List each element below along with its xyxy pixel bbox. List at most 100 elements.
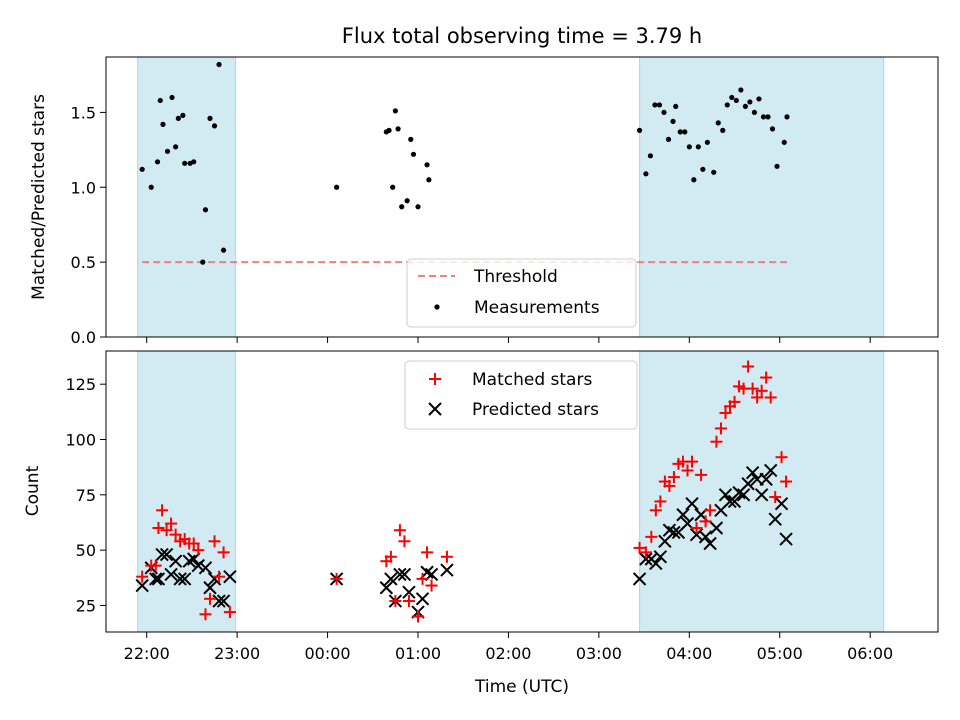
measurement-point — [715, 120, 721, 126]
measurement-point — [395, 126, 401, 132]
predicted-legend-swatch — [428, 402, 442, 416]
shaded-interval-1 — [137, 350, 237, 633]
measurement-point — [424, 162, 430, 168]
matched-point — [728, 395, 741, 408]
measurement-point — [691, 177, 697, 183]
x-tick-label: 01:00 — [395, 644, 441, 663]
measurement-point — [164, 148, 171, 154]
predicted-point — [164, 567, 178, 582]
matched-point — [645, 530, 658, 543]
measurement-point — [173, 144, 179, 150]
x-axis-label: Time (UTC) — [474, 677, 569, 697]
measurement-point — [180, 112, 186, 118]
matched-stars-series — [136, 360, 793, 623]
top-axes-frame — [105, 56, 939, 338]
measurement-point — [643, 171, 649, 177]
shaded-interval-2 — [639, 56, 885, 338]
predicted-point — [203, 581, 217, 595]
matched-point — [402, 595, 415, 608]
predicted-stars-series — [135, 463, 793, 619]
measurement-point — [751, 109, 758, 116]
ratio-panel: 0.0 0.5 1.0 1.5 Matched/Predicted stars Thr… — [29, 56, 939, 347]
matched-point — [416, 572, 429, 585]
predicted-point — [177, 572, 192, 586]
matched-point — [192, 544, 205, 557]
top-legend: Threshold Measurements — [406, 258, 637, 328]
measurement-point — [677, 129, 683, 135]
x-tick-label: 02:00 — [485, 644, 531, 663]
measurement-point — [410, 151, 417, 157]
predicted-point — [191, 558, 205, 573]
measurement-point — [647, 153, 654, 159]
measurement-point — [682, 129, 688, 135]
matched-point — [714, 422, 727, 435]
matched-point — [165, 517, 178, 530]
x-tick-label: 22:00 — [124, 644, 170, 663]
x-tick-label: 04:00 — [666, 644, 712, 663]
predicted-point — [759, 472, 773, 487]
y-tick-label: 1.0 — [71, 178, 96, 197]
measurements-series — [139, 61, 790, 265]
predicted-point — [384, 572, 398, 586]
matched-point — [421, 546, 434, 559]
matched-legend-label: Matched stars — [472, 370, 592, 390]
measurement-point — [415, 204, 421, 210]
matched-point — [775, 451, 788, 464]
predicted-point — [745, 465, 760, 480]
measurement-point — [700, 166, 706, 172]
matched-point — [719, 406, 732, 419]
bottom-y-axis: 25 50 75 100 125 — [65, 375, 106, 615]
predicted-point — [198, 561, 213, 575]
measurement-point — [781, 139, 787, 145]
measurement-point — [202, 207, 209, 213]
measurement-point — [216, 61, 222, 68]
matched-point — [330, 572, 343, 585]
matched-point — [440, 550, 453, 563]
measurement-point — [747, 99, 753, 105]
x-tick-label: 00:00 — [305, 644, 351, 663]
predicted-point — [155, 547, 169, 562]
matched-point — [149, 559, 162, 572]
predicted-point — [159, 547, 174, 562]
top-y-axis: 0.0 0.5 1.0 1.5 — [71, 103, 106, 347]
shaded-interval-1 — [137, 56, 237, 338]
measurement-point — [738, 87, 744, 93]
matched-point — [699, 515, 712, 528]
matched-point — [760, 371, 773, 384]
predicted-point — [727, 494, 742, 509]
measurement-point — [404, 198, 410, 204]
predicted-point — [667, 525, 681, 540]
predicted-point — [632, 572, 647, 586]
top-y-axis-label: Matched/Predicted stars — [29, 94, 49, 300]
measurement-point — [769, 126, 776, 132]
matched-point — [199, 608, 212, 621]
predicted-point — [718, 488, 733, 502]
measurement-point — [661, 109, 667, 116]
y-tick-label: 0.0 — [71, 328, 96, 347]
matched-point — [213, 570, 226, 583]
measurement-point — [729, 94, 735, 101]
measurement-point — [652, 102, 658, 108]
measurement-point — [774, 163, 780, 169]
measurement-point — [426, 177, 432, 183]
measurement-point — [686, 144, 692, 150]
measurement-point — [386, 127, 392, 133]
predicted-point — [698, 530, 713, 544]
matched-point — [710, 435, 723, 448]
measurement-point — [704, 139, 710, 145]
matched-point — [204, 592, 216, 605]
y-tick-label: 0.5 — [71, 253, 96, 272]
predicted-point — [173, 572, 187, 586]
matched-point — [412, 610, 424, 623]
matched-point — [169, 528, 182, 541]
matched-point — [654, 495, 667, 508]
measurement-point — [191, 159, 197, 165]
predicted-point — [779, 532, 793, 546]
predicted-point — [649, 556, 663, 571]
matched-legend-swatch — [429, 373, 441, 385]
measurement-point — [334, 184, 340, 190]
y-tick-label: 25 — [76, 596, 96, 615]
matched-point — [156, 504, 169, 517]
matched-point — [769, 491, 782, 504]
